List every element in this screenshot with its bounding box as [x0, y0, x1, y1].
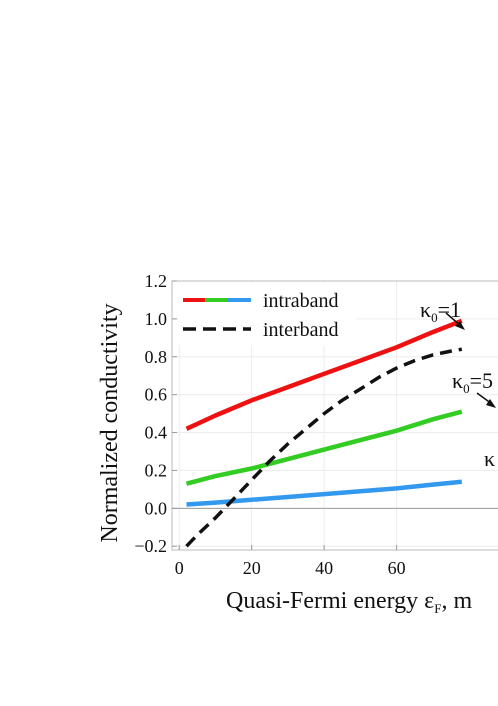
annotation-kappa-partial: κ [484, 446, 495, 471]
y-axis-title: Normalized conductivity [97, 303, 123, 542]
legend-label-interband: interband [263, 319, 339, 341]
x-tick-label: 40 [315, 558, 333, 578]
series-intraband-green [185, 409, 463, 486]
series-layer [185, 318, 463, 548]
annotation-arrowhead-kappa5 [486, 399, 496, 408]
y-tick-label: 0.8 [145, 347, 168, 367]
y-tick-label: 1.2 [145, 271, 168, 291]
x-tick-label: 60 [388, 558, 406, 578]
annotation-kappa5: κ0=5 [452, 368, 493, 396]
legend-label-intraband: intraband [263, 290, 339, 312]
series-intraband-blue [186, 479, 463, 507]
annotation-kappa1: κ0=1 [420, 297, 461, 325]
y-axis-ticks: −0.2 0.0 0.2 0.4 0.6 0.8 1.0 1.2 [134, 271, 177, 556]
x-tick-label: 0 [175, 558, 184, 578]
legend-box [178, 283, 356, 345]
x-tick-label: 20 [243, 558, 261, 578]
y-tick-label: 1.0 [145, 309, 168, 329]
x-axis-title: Quasi-Fermi energy εF, m [226, 588, 473, 616]
y-tick-label: 0.6 [145, 385, 168, 405]
plot-frame [171, 280, 498, 551]
y-tick-label: −0.2 [134, 536, 167, 556]
y-tick-label: 0.2 [145, 460, 168, 480]
x-axis-ticks: 0 20 40 60 [175, 545, 406, 578]
annotation-arrowhead-kappa1 [455, 321, 465, 330]
series-interband-dashed [185, 347, 463, 548]
y-tick-label: 0.0 [145, 498, 168, 518]
series-intraband-red [185, 318, 463, 431]
y-tick-label: 0.4 [145, 423, 168, 443]
